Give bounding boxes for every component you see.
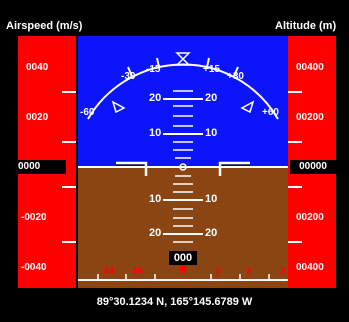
airspeed-tick-label: 0040 — [26, 62, 49, 73]
airspeed-title: Airspeed (m/s) — [6, 20, 83, 32]
position-readout: 89°30.1234 N, 165°145.6789 W — [96, 296, 253, 308]
airspeed-tick — [62, 241, 76, 243]
pitch-label: 10 — [205, 193, 218, 205]
airspeed-tick — [62, 91, 76, 93]
roll-tick — [156, 57, 160, 68]
pitch-label: 20 — [149, 227, 162, 239]
roll-label: -15 — [146, 64, 161, 75]
heading-label: 34 — [103, 266, 115, 277]
aircraft-wing-right — [218, 161, 250, 176]
airspeed-readout: 0000 — [14, 160, 66, 174]
heading-readout: 000 — [169, 251, 197, 265]
heading-label: 35 — [132, 266, 144, 277]
attitude-overlay — [78, 52, 288, 281]
aircraft-wing-left — [116, 161, 148, 176]
pitch-label: 10 — [149, 127, 162, 139]
altitude-readout: 00000 — [290, 160, 336, 174]
altitude-tick — [288, 91, 302, 93]
heading-label: 2 — [246, 266, 252, 277]
heading-label: N — [179, 266, 187, 277]
airspeed-tick-label: -0020 — [21, 212, 47, 223]
roll-label: +30 — [227, 71, 244, 82]
airspeed-tick-label: -0040 — [21, 262, 47, 273]
altitude-tick-label: 00200 — [296, 112, 324, 123]
airspeed-tick — [62, 141, 76, 143]
roll-label: -60 — [80, 107, 95, 118]
roll-tick — [127, 66, 133, 77]
roll-label: +60 — [262, 107, 279, 118]
roll-tick — [233, 66, 239, 77]
heading-label: 1 — [215, 266, 221, 277]
heading-label: 3 — [280, 266, 286, 277]
pitch-label: 20 — [205, 92, 218, 104]
altitude-tick — [288, 241, 302, 243]
altitude-tick-label: 00200 — [296, 212, 324, 223]
airspeed-tick-label: 0020 — [26, 112, 49, 123]
altitude-tick-label: 00400 — [296, 262, 324, 273]
roll-pointer-left-icon — [111, 100, 126, 114]
heading-pointer-icon — [179, 265, 187, 272]
airspeed-tick — [62, 186, 76, 188]
roll-tick — [206, 57, 210, 68]
altitude-tick — [288, 141, 302, 143]
pitch-label: 10 — [205, 127, 218, 139]
altitude-title: Altitude (m) — [275, 20, 337, 32]
altitude-tick-label: 00400 — [296, 62, 324, 73]
roll-label: +15 — [203, 64, 220, 75]
roll-pointer-icon — [175, 57, 191, 66]
roll-index-icon — [175, 52, 191, 61]
roll-label: -30 — [121, 71, 136, 82]
pitch-label: 20 — [205, 227, 218, 239]
altitude-tick — [288, 186, 302, 188]
pitch-label: 20 — [149, 92, 162, 104]
roll-pointer-right-icon — [240, 100, 255, 114]
aircraft-center-icon — [179, 163, 187, 171]
pitch-label: 10 — [149, 193, 162, 205]
